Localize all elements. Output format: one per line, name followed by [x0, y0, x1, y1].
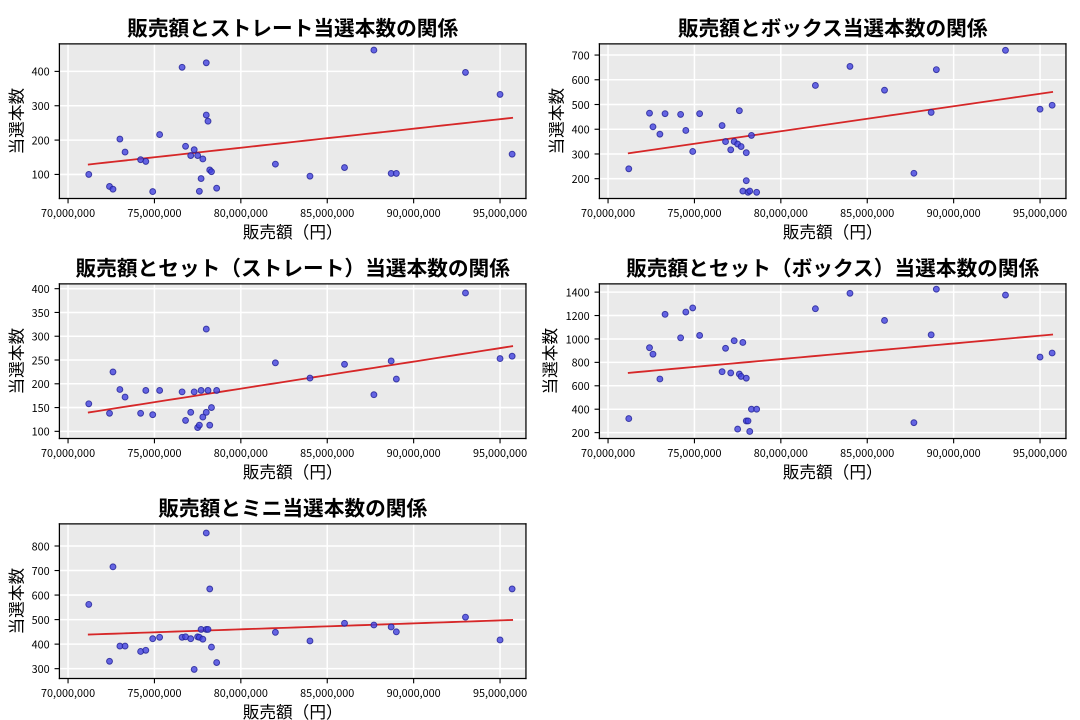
svg-text:販売額（円）: 販売額（円）: [243, 219, 343, 240]
svg-text:90,000,000: 90,000,000: [387, 685, 441, 701]
svg-text:300: 300: [32, 98, 50, 114]
svg-text:90,000,000: 90,000,000: [927, 445, 981, 461]
svg-text:75,000,000: 75,000,000: [127, 445, 181, 461]
svg-text:販売額（円）: 販売額（円）: [783, 459, 883, 480]
svg-text:70,000,000: 70,000,000: [581, 445, 635, 461]
svg-text:95,000,000: 95,000,000: [473, 205, 527, 221]
svg-text:400: 400: [572, 122, 590, 138]
svg-text:300: 300: [572, 146, 590, 162]
svg-text:700: 700: [32, 563, 50, 579]
svg-text:90,000,000: 90,000,000: [387, 205, 441, 221]
svg-text:販売額（円）: 販売額（円）: [243, 459, 343, 480]
svg-text:70,000,000: 70,000,000: [41, 205, 95, 221]
svg-text:75,000,000: 75,000,000: [127, 205, 181, 221]
svg-text:90,000,000: 90,000,000: [927, 205, 981, 221]
svg-text:当選本数: 当選本数: [540, 328, 561, 395]
svg-text:95,000,000: 95,000,000: [1013, 445, 1067, 461]
svg-text:600: 600: [572, 72, 590, 88]
svg-text:500: 500: [572, 97, 590, 113]
svg-text:800: 800: [32, 538, 50, 554]
svg-text:400: 400: [32, 636, 50, 652]
svg-text:100: 100: [32, 167, 50, 183]
svg-text:200: 200: [32, 132, 50, 148]
svg-text:95,000,000: 95,000,000: [473, 445, 527, 461]
svg-text:75,000,000: 75,000,000: [667, 205, 721, 221]
svg-text:当選本数: 当選本数: [3, 88, 27, 155]
svg-text:700: 700: [572, 47, 590, 63]
svg-text:当選本数: 当選本数: [3, 328, 27, 395]
svg-text:350: 350: [32, 305, 50, 321]
svg-text:250: 250: [32, 352, 50, 368]
svg-text:75,000,000: 75,000,000: [127, 685, 181, 701]
svg-text:1000: 1000: [566, 331, 590, 347]
svg-text:当選本数: 当選本数: [3, 568, 27, 635]
svg-text:販売額とストレート当選本数の関係: 販売額とストレート当選本数の関係: [127, 12, 458, 42]
svg-text:800: 800: [572, 355, 590, 371]
svg-text:70,000,000: 70,000,000: [581, 205, 635, 221]
svg-text:販売額とセット（ボックス）当選本数の関係: 販売額とセット（ボックス）当選本数の関係: [626, 252, 1039, 282]
svg-text:70,000,000: 70,000,000: [41, 445, 95, 461]
svg-text:400: 400: [32, 281, 50, 297]
svg-text:1200: 1200: [566, 308, 590, 324]
svg-text:300: 300: [32, 329, 50, 345]
svg-text:200: 200: [572, 425, 590, 441]
svg-text:95,000,000: 95,000,000: [473, 685, 527, 701]
svg-text:500: 500: [32, 612, 50, 628]
svg-text:200: 200: [572, 171, 590, 187]
svg-text:600: 600: [32, 587, 50, 603]
svg-text:200: 200: [32, 376, 50, 392]
svg-text:300: 300: [32, 661, 50, 677]
svg-text:販売額とミニ当選本数の関係: 販売額とミニ当選本数の関係: [158, 492, 427, 522]
svg-text:75,000,000: 75,000,000: [667, 445, 721, 461]
svg-text:70,000,000: 70,000,000: [41, 685, 95, 701]
svg-text:100: 100: [32, 424, 50, 440]
svg-text:90,000,000: 90,000,000: [387, 445, 441, 461]
svg-text:販売額（円）: 販売額（円）: [243, 699, 343, 720]
svg-text:販売額（円）: 販売額（円）: [783, 219, 883, 240]
svg-text:販売額とボックス当選本数の関係: 販売額とボックス当選本数の関係: [678, 12, 988, 42]
svg-text:販売額とセット（ストレート）当選本数の関係: 販売額とセット（ストレート）当選本数の関係: [75, 252, 510, 282]
svg-text:400: 400: [32, 64, 50, 80]
svg-text:150: 150: [32, 400, 50, 416]
svg-text:400: 400: [572, 402, 590, 418]
svg-text:1400: 1400: [566, 284, 590, 300]
svg-text:600: 600: [572, 378, 590, 394]
svg-text:当選本数: 当選本数: [543, 88, 567, 155]
svg-text:95,000,000: 95,000,000: [1013, 205, 1067, 221]
